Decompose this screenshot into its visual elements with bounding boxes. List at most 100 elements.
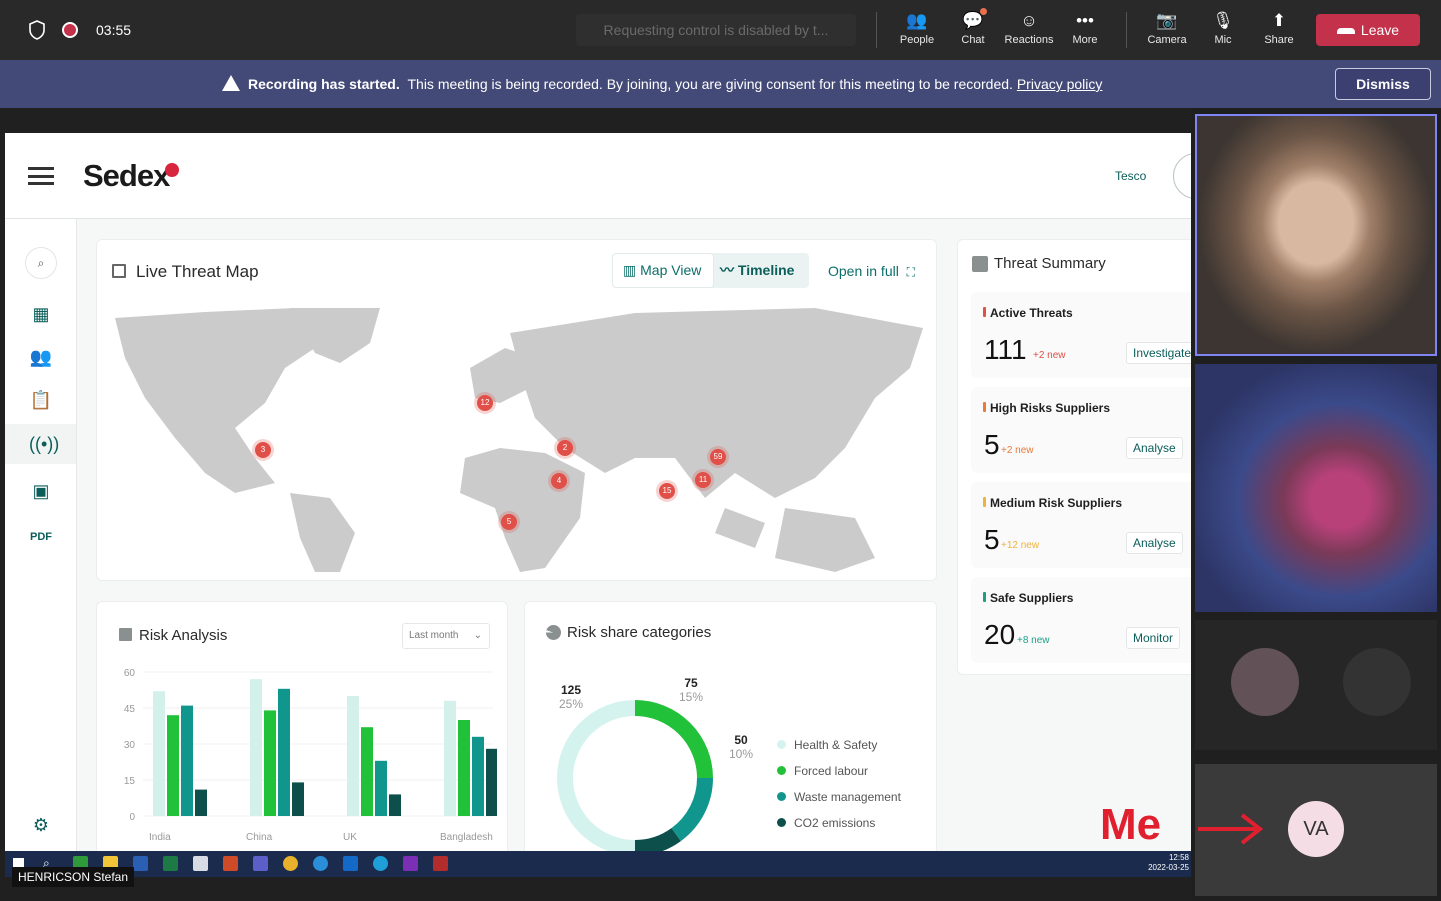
app-header: Sedex Tesco [5, 133, 1191, 219]
taskbar-search-icon[interactable]: ⌕ [43, 856, 50, 870]
donut-slice [634, 700, 713, 779]
users-icon[interactable]: 👥 [29, 347, 53, 367]
meeting-timer: 03:55 [96, 22, 132, 38]
contact-card-icon[interactable]: ▣ [32, 481, 50, 501]
period-select[interactable]: Last month ⌄ [402, 623, 490, 649]
bar [444, 700, 456, 816]
dismiss-button[interactable]: Dismiss [1335, 68, 1431, 100]
taskbar-clock: 12:58 2022-03-25 [1148, 853, 1189, 872]
dashboard-icon[interactable]: ▦ [32, 304, 50, 324]
warning-icon [222, 75, 240, 91]
risk-analysis-card: Risk Analysis Last month ⌄ 60 45 30 15 0 India… [96, 601, 508, 851]
open-in-full-link[interactable]: Open in full ⛶ [828, 263, 916, 279]
stat-action-button[interactable]: Analyse [1126, 437, 1183, 459]
legend-item: CO2 emissions [777, 816, 901, 842]
map-view-button[interactable]: ▥ Map View [612, 253, 714, 288]
app-icon[interactable] [193, 856, 208, 871]
camera-off-icon: 📷 [1156, 11, 1178, 30]
fullscreen-icon: ⛶ [906, 265, 916, 279]
shared-screen: Sedex Tesco ⌕ ▦ 👥 📋 ((•)) ▣ PDF ⚙ Live T… [5, 133, 1191, 851]
bar [250, 679, 262, 816]
excel-icon[interactable] [163, 856, 178, 871]
stat-action-button[interactable]: Monitor [1126, 627, 1181, 649]
search-button[interactable]: ⌕ [25, 247, 57, 279]
participants-panel: VA [1191, 108, 1441, 901]
account-name[interactable]: Tesco [1115, 169, 1147, 183]
onenote-icon[interactable] [403, 856, 418, 871]
more-button[interactable]: ••• More [1057, 8, 1113, 46]
meeting-toolbar: 03:55 Requesting control is disabled by … [0, 0, 1441, 60]
donut-legend: Health & Safety Forced labour Waste manage… [777, 738, 901, 842]
map-icon: ▥ [623, 262, 637, 278]
sedex-logo: Sedex [83, 158, 170, 193]
legend-swatch [777, 792, 786, 801]
chrome-icon[interactable] [283, 856, 298, 871]
map-pin[interactable]: 11 [695, 472, 711, 488]
threat-nav-active[interactable]: ((•)) [5, 424, 76, 464]
view-toggle: ▥ Map View 〰 Timeline [612, 253, 809, 288]
outlook-icon[interactable] [343, 856, 358, 871]
donut-slice [671, 777, 713, 842]
x-tick-label: India [149, 832, 171, 843]
bar [153, 691, 165, 816]
chat-button[interactable]: 💬 Chat [945, 8, 1001, 46]
pie-chart-icon [546, 625, 561, 640]
map-pin[interactable]: 5 [501, 514, 517, 530]
bar [181, 705, 193, 816]
leave-button[interactable]: Leave [1316, 14, 1420, 46]
camera-button[interactable]: 📷 Camera [1139, 8, 1195, 46]
app-sidebar: ⌕ ▦ 👥 📋 ((•)) ▣ PDF ⚙ [5, 219, 77, 851]
avatar[interactable] [1173, 153, 1191, 199]
legend-swatch [777, 766, 786, 775]
presenter-name-label: HENRICSON Stefan [12, 867, 135, 887]
timeline-button[interactable]: 〰 Timeline [720, 262, 795, 278]
map-pin[interactable]: 4 [551, 473, 567, 489]
participant-avatar [1231, 648, 1299, 716]
risk-donut-chart [557, 700, 713, 851]
mic-button[interactable]: 🎙 Mic [1195, 8, 1251, 46]
stat-value: 5 [984, 524, 1000, 555]
self-avatar[interactable]: VA [1288, 801, 1344, 857]
risk-analysis-title: Risk Analysis [139, 627, 228, 644]
risk-bar-chart: 60 45 30 15 0 India China UK Bangladesh [124, 668, 497, 843]
ie-icon[interactable] [313, 856, 328, 871]
privacy-policy-link[interactable]: Privacy policy [1016, 76, 1103, 92]
toolbar-divider [876, 12, 877, 48]
bar [264, 710, 276, 816]
map-pin[interactable]: 12 [477, 395, 493, 411]
word-icon[interactable] [133, 856, 148, 871]
broadcast-icon: ((•)) [29, 434, 60, 454]
map-pin[interactable]: 2 [557, 440, 573, 456]
legend-swatch [777, 740, 786, 749]
phone-hangup-icon [1336, 28, 1355, 35]
map-pin[interactable]: 3 [255, 442, 271, 458]
stat-action-button[interactable]: Investigate [1126, 342, 1191, 364]
chevron-down-icon: ⌄ [473, 630, 482, 641]
pdf-icon[interactable]: PDF [30, 531, 52, 543]
settings-icon[interactable]: ⚙ [32, 815, 50, 835]
stat-action-button[interactable]: Analyse [1126, 532, 1183, 554]
teams-icon[interactable] [253, 856, 268, 871]
people-button[interactable]: 👥 People [889, 8, 945, 46]
bar [292, 782, 304, 816]
shield-icon [28, 20, 46, 40]
reactions-button[interactable]: ☺ Reactions [1001, 8, 1057, 46]
x-tick-label: Bangladesh [440, 832, 493, 843]
bar [472, 736, 484, 816]
participant-video [1195, 114, 1437, 356]
map-pin[interactable]: 59 [710, 449, 726, 465]
donut-label-75: 75 15% [679, 676, 704, 704]
edge-icon[interactable] [373, 856, 388, 871]
windows-start-icon[interactable] [13, 858, 24, 869]
clipboard-icon[interactable]: 📋 [29, 390, 53, 410]
recording-icon [62, 22, 78, 38]
map-pin[interactable]: 15 [659, 483, 675, 499]
threat-summary-card: Threat Summary Active Threats 111 +2 new In… [957, 239, 1191, 675]
bar [361, 727, 373, 816]
powerpoint-icon[interactable] [223, 856, 238, 871]
share-button[interactable]: ⬆ Share [1251, 8, 1307, 46]
world-map [115, 308, 923, 572]
hamburger-menu-icon[interactable] [28, 167, 54, 185]
acrobat-icon[interactable] [433, 856, 448, 871]
bar-chart-icon [119, 628, 132, 641]
